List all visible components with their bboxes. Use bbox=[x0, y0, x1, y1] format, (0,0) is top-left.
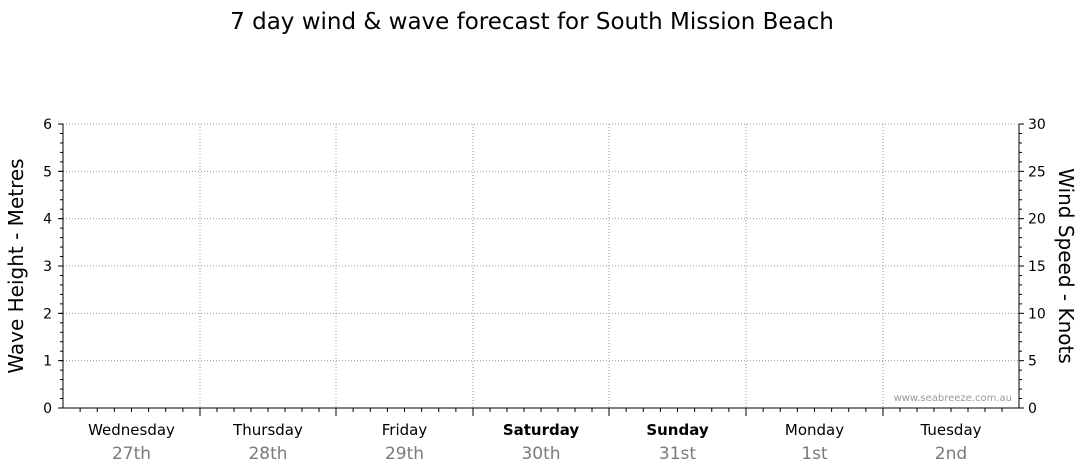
day-name-label: Friday bbox=[382, 421, 428, 439]
day-date-label: 28th bbox=[248, 444, 287, 464]
left-tick-label: 2 bbox=[43, 306, 52, 322]
day-name-label: Thursday bbox=[232, 421, 303, 439]
axes bbox=[62, 124, 1020, 416]
right-tick-label: 5 bbox=[1028, 354, 1037, 370]
day-date-label: 27th bbox=[112, 444, 151, 464]
left-tick-label: 1 bbox=[43, 354, 52, 370]
day-date-label: 29th bbox=[385, 444, 424, 464]
day-name-label: Saturday bbox=[503, 421, 580, 439]
right-tick-label: 30 bbox=[1028, 117, 1046, 133]
left-axis-label: Wave Height - Metres bbox=[4, 158, 28, 373]
right-axis-ticks: 0 5 10 15 20 25 30 bbox=[1019, 117, 1046, 417]
left-tick-label: 4 bbox=[43, 212, 52, 228]
chart-title: 7 day wind & wave forecast for South Mis… bbox=[230, 9, 834, 35]
day-name-label: Wednesday bbox=[88, 421, 175, 439]
day-date-label: 30th bbox=[521, 444, 560, 464]
right-tick-label: 0 bbox=[1028, 401, 1037, 417]
right-tick-label: 10 bbox=[1028, 306, 1046, 322]
day-labels: Wednesday 27th Thursday 28th Friday 29th Satur… bbox=[88, 421, 982, 464]
watermark: www.seabreeze.com.au bbox=[894, 393, 1012, 404]
right-tick-label: 20 bbox=[1028, 212, 1046, 228]
day-name-label: Sunday bbox=[646, 421, 709, 439]
right-axis-label: Wind Speed - Knots bbox=[1054, 168, 1078, 364]
day-name-label: Monday bbox=[785, 421, 844, 439]
left-tick-label: 0 bbox=[43, 401, 52, 417]
grid-lines bbox=[63, 123, 1019, 408]
day-date-label: 31st bbox=[659, 444, 696, 464]
day-name-label: Tuesday bbox=[919, 421, 981, 439]
left-tick-label: 5 bbox=[43, 164, 52, 180]
right-tick-label: 25 bbox=[1028, 164, 1046, 180]
right-tick-label: 15 bbox=[1028, 259, 1046, 275]
left-tick-label: 6 bbox=[43, 117, 52, 133]
day-date-label: 1st bbox=[801, 444, 828, 464]
day-date-label: 2nd bbox=[935, 444, 967, 464]
left-tick-label: 3 bbox=[43, 259, 52, 275]
left-axis-ticks: 0 1 2 3 4 5 6 bbox=[43, 117, 63, 417]
